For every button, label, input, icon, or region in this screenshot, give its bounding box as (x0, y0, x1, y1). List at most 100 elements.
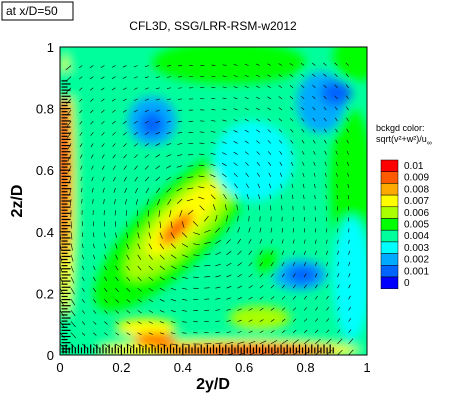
vector-mark (237, 262, 242, 267)
vector-mark (279, 140, 283, 144)
vector-mark (289, 107, 294, 111)
vector-mark (289, 63, 294, 66)
vector-mark (104, 243, 107, 249)
vector-mark (281, 339, 288, 345)
vector-mark (60, 76, 61, 78)
vector-mark (215, 275, 221, 278)
vector-mark (79, 98, 83, 102)
vector-mark (313, 150, 316, 155)
vector-mark (111, 76, 116, 79)
vector-mark (198, 186, 205, 189)
vector-mark (93, 343, 99, 349)
vector-mark (70, 265, 74, 273)
contour-region (60, 68, 100, 100)
vector-mark (323, 62, 327, 66)
vector-mark (267, 107, 272, 111)
vector-mark (348, 329, 352, 333)
vector-mark (226, 215, 228, 222)
legend-level-label: 0.008 (404, 184, 429, 195)
vector-mark (303, 307, 308, 311)
vector-mark (233, 108, 238, 111)
vector-mark (155, 120, 161, 124)
vector-mark (303, 339, 310, 345)
y-tick-label: 1 (47, 40, 54, 55)
vector-mark (104, 254, 107, 260)
vector-mark (159, 310, 165, 313)
vector-mark (267, 151, 272, 155)
vector-mark (315, 307, 319, 311)
vector-mark (221, 152, 227, 155)
vector-mark (292, 284, 296, 289)
vector-mark (70, 299, 76, 306)
vector-mark (237, 238, 242, 244)
vector-mark (93, 299, 97, 303)
vector-mark (281, 330, 286, 333)
vector-mark (278, 118, 283, 122)
vector-mark (315, 318, 319, 322)
vector-mark (292, 228, 295, 233)
vector-mark (281, 284, 285, 289)
vector-mark (248, 250, 253, 255)
vector-mark (60, 87, 61, 89)
vector-mark (210, 174, 216, 178)
vector-mark (204, 229, 211, 233)
vector-mark (81, 310, 86, 314)
vector-mark (144, 98, 149, 101)
vector-mark (270, 307, 275, 311)
vector-mark (226, 239, 231, 244)
vector-mark (112, 109, 116, 113)
vector-mark (144, 87, 149, 90)
vector-mark (122, 65, 127, 68)
vector-mark (256, 129, 260, 133)
vector-mark (111, 87, 116, 91)
vector-mark (259, 319, 264, 322)
vector-mark (155, 132, 161, 135)
vector-mark (324, 150, 327, 155)
vector-mark (226, 308, 231, 311)
vector-mark (115, 321, 120, 325)
vector-mark (148, 310, 154, 313)
vector-mark (278, 63, 283, 66)
vector-mark (245, 162, 249, 166)
vector-mark (347, 172, 349, 177)
vector-mark (233, 86, 238, 89)
vector-mark (324, 161, 327, 166)
vector-mark (345, 73, 349, 77)
vector-mark (292, 239, 295, 244)
vector-mark (334, 117, 338, 122)
vector-mark (144, 143, 149, 147)
vector-mark (159, 254, 165, 260)
vector-mark (155, 87, 160, 90)
contour-region (256, 250, 282, 275)
vector-mark (148, 276, 154, 281)
vector-mark (348, 306, 351, 311)
legend-level-label: 0.009 (404, 173, 429, 184)
vector-mark (115, 354, 117, 355)
vector-mark (233, 97, 238, 100)
vector-mark (222, 75, 227, 77)
vector-mark (224, 204, 227, 211)
vector-mark (70, 310, 76, 317)
legend-level-label: 0.005 (404, 220, 429, 231)
vector-mark (90, 120, 94, 125)
vector-mark (346, 150, 349, 155)
vector-mark (144, 165, 150, 170)
vector-mark (181, 265, 189, 269)
vector-mark (259, 273, 264, 278)
vector-mark (112, 154, 116, 159)
vector-mark (237, 285, 243, 289)
contour-region (139, 111, 165, 137)
vector-mark (133, 98, 138, 102)
vector-mark (115, 299, 119, 303)
vector-mark (79, 109, 83, 114)
vector-mark (166, 109, 172, 112)
vector-mark (148, 221, 150, 228)
vector-mark (148, 232, 152, 239)
vector-mark (267, 85, 272, 89)
vector-mark (182, 287, 188, 290)
legend-swatch (380, 194, 399, 208)
vector-mark (303, 194, 305, 200)
vector-mark (314, 183, 316, 189)
y-tick-label: 0.8 (36, 102, 54, 117)
vector-mark (104, 354, 105, 355)
